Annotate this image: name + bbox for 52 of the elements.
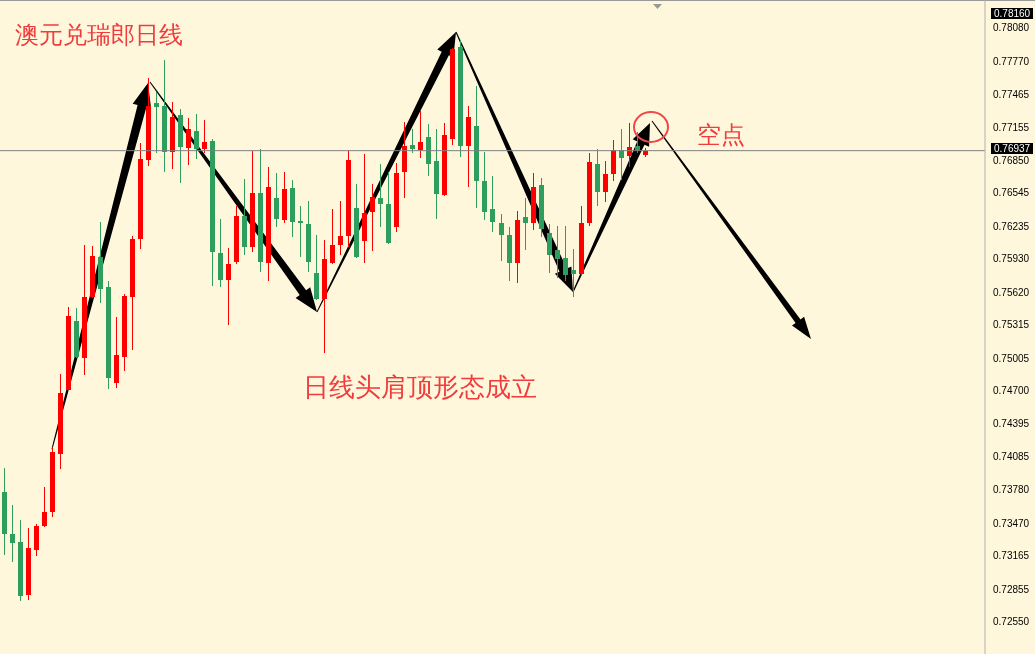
y-tick-label: 0.76850: [993, 154, 1030, 166]
candlestick: [627, 122, 632, 168]
candlestick: [555, 225, 560, 279]
y-tick-label: 0.73470: [993, 517, 1030, 529]
candlestick: [330, 208, 335, 265]
y-tick-label: 0.72550: [993, 616, 1030, 628]
candlestick: [378, 163, 383, 228]
candlestick: [298, 205, 303, 258]
y-tick-label: 0.74700: [993, 385, 1030, 397]
candlestick: [202, 119, 207, 154]
candlestick: [490, 175, 495, 233]
candlestick: [571, 248, 576, 298]
y-tick-label: 0.78080: [993, 22, 1030, 34]
y-tick-label: 0.73165: [993, 550, 1030, 562]
y-tick-label: 0.75315: [993, 319, 1030, 331]
candlestick: [274, 172, 279, 228]
y-tick-label: 0.77465: [993, 88, 1030, 100]
y-tick-label: 0.72855: [993, 583, 1030, 595]
candlestick: [603, 160, 608, 203]
candlestick: [418, 110, 423, 159]
candlestick: [338, 200, 343, 256]
y-tick-label: 0.73780: [993, 484, 1030, 496]
candlestick: [410, 128, 415, 154]
candlestick: [42, 486, 47, 528]
candlestick: [10, 504, 15, 563]
candlestick: [499, 213, 504, 262]
candlestick: [154, 91, 159, 154]
candlestick: [619, 128, 624, 181]
y-tick-label: 0.75930: [993, 253, 1030, 265]
candlestick: [186, 117, 191, 166]
candlestick: [635, 131, 640, 154]
y-tick-label: 0.75005: [993, 352, 1030, 364]
ref-line-label: 0.76937: [991, 142, 1033, 154]
y-tick-label: 0.74085: [993, 451, 1030, 463]
annotation: 空点: [697, 121, 745, 150]
candlestick: [34, 523, 39, 557]
candlestick: [547, 223, 552, 274]
text: 0.78160: [991, 8, 1033, 19]
candlestick: [563, 225, 568, 282]
candlestick: [370, 183, 375, 252]
annotation: 日线头肩顶形态成立: [303, 372, 537, 404]
y-tick-label: 0.74395: [993, 418, 1030, 430]
y-tick-label: 0.77155: [993, 121, 1030, 133]
candlestick: [611, 139, 616, 182]
y-tick-label: 0.75620: [993, 286, 1030, 298]
y-tick-label: 0.77770: [993, 55, 1030, 67]
y-tick-label: 0.76235: [993, 220, 1030, 232]
candlestick: [226, 247, 231, 326]
candlestick: [194, 113, 199, 160]
candlestick: [523, 197, 528, 251]
text: 澳元兑瑞郎日线: [15, 21, 183, 50]
y-tick-label: 0.76545: [993, 187, 1030, 199]
